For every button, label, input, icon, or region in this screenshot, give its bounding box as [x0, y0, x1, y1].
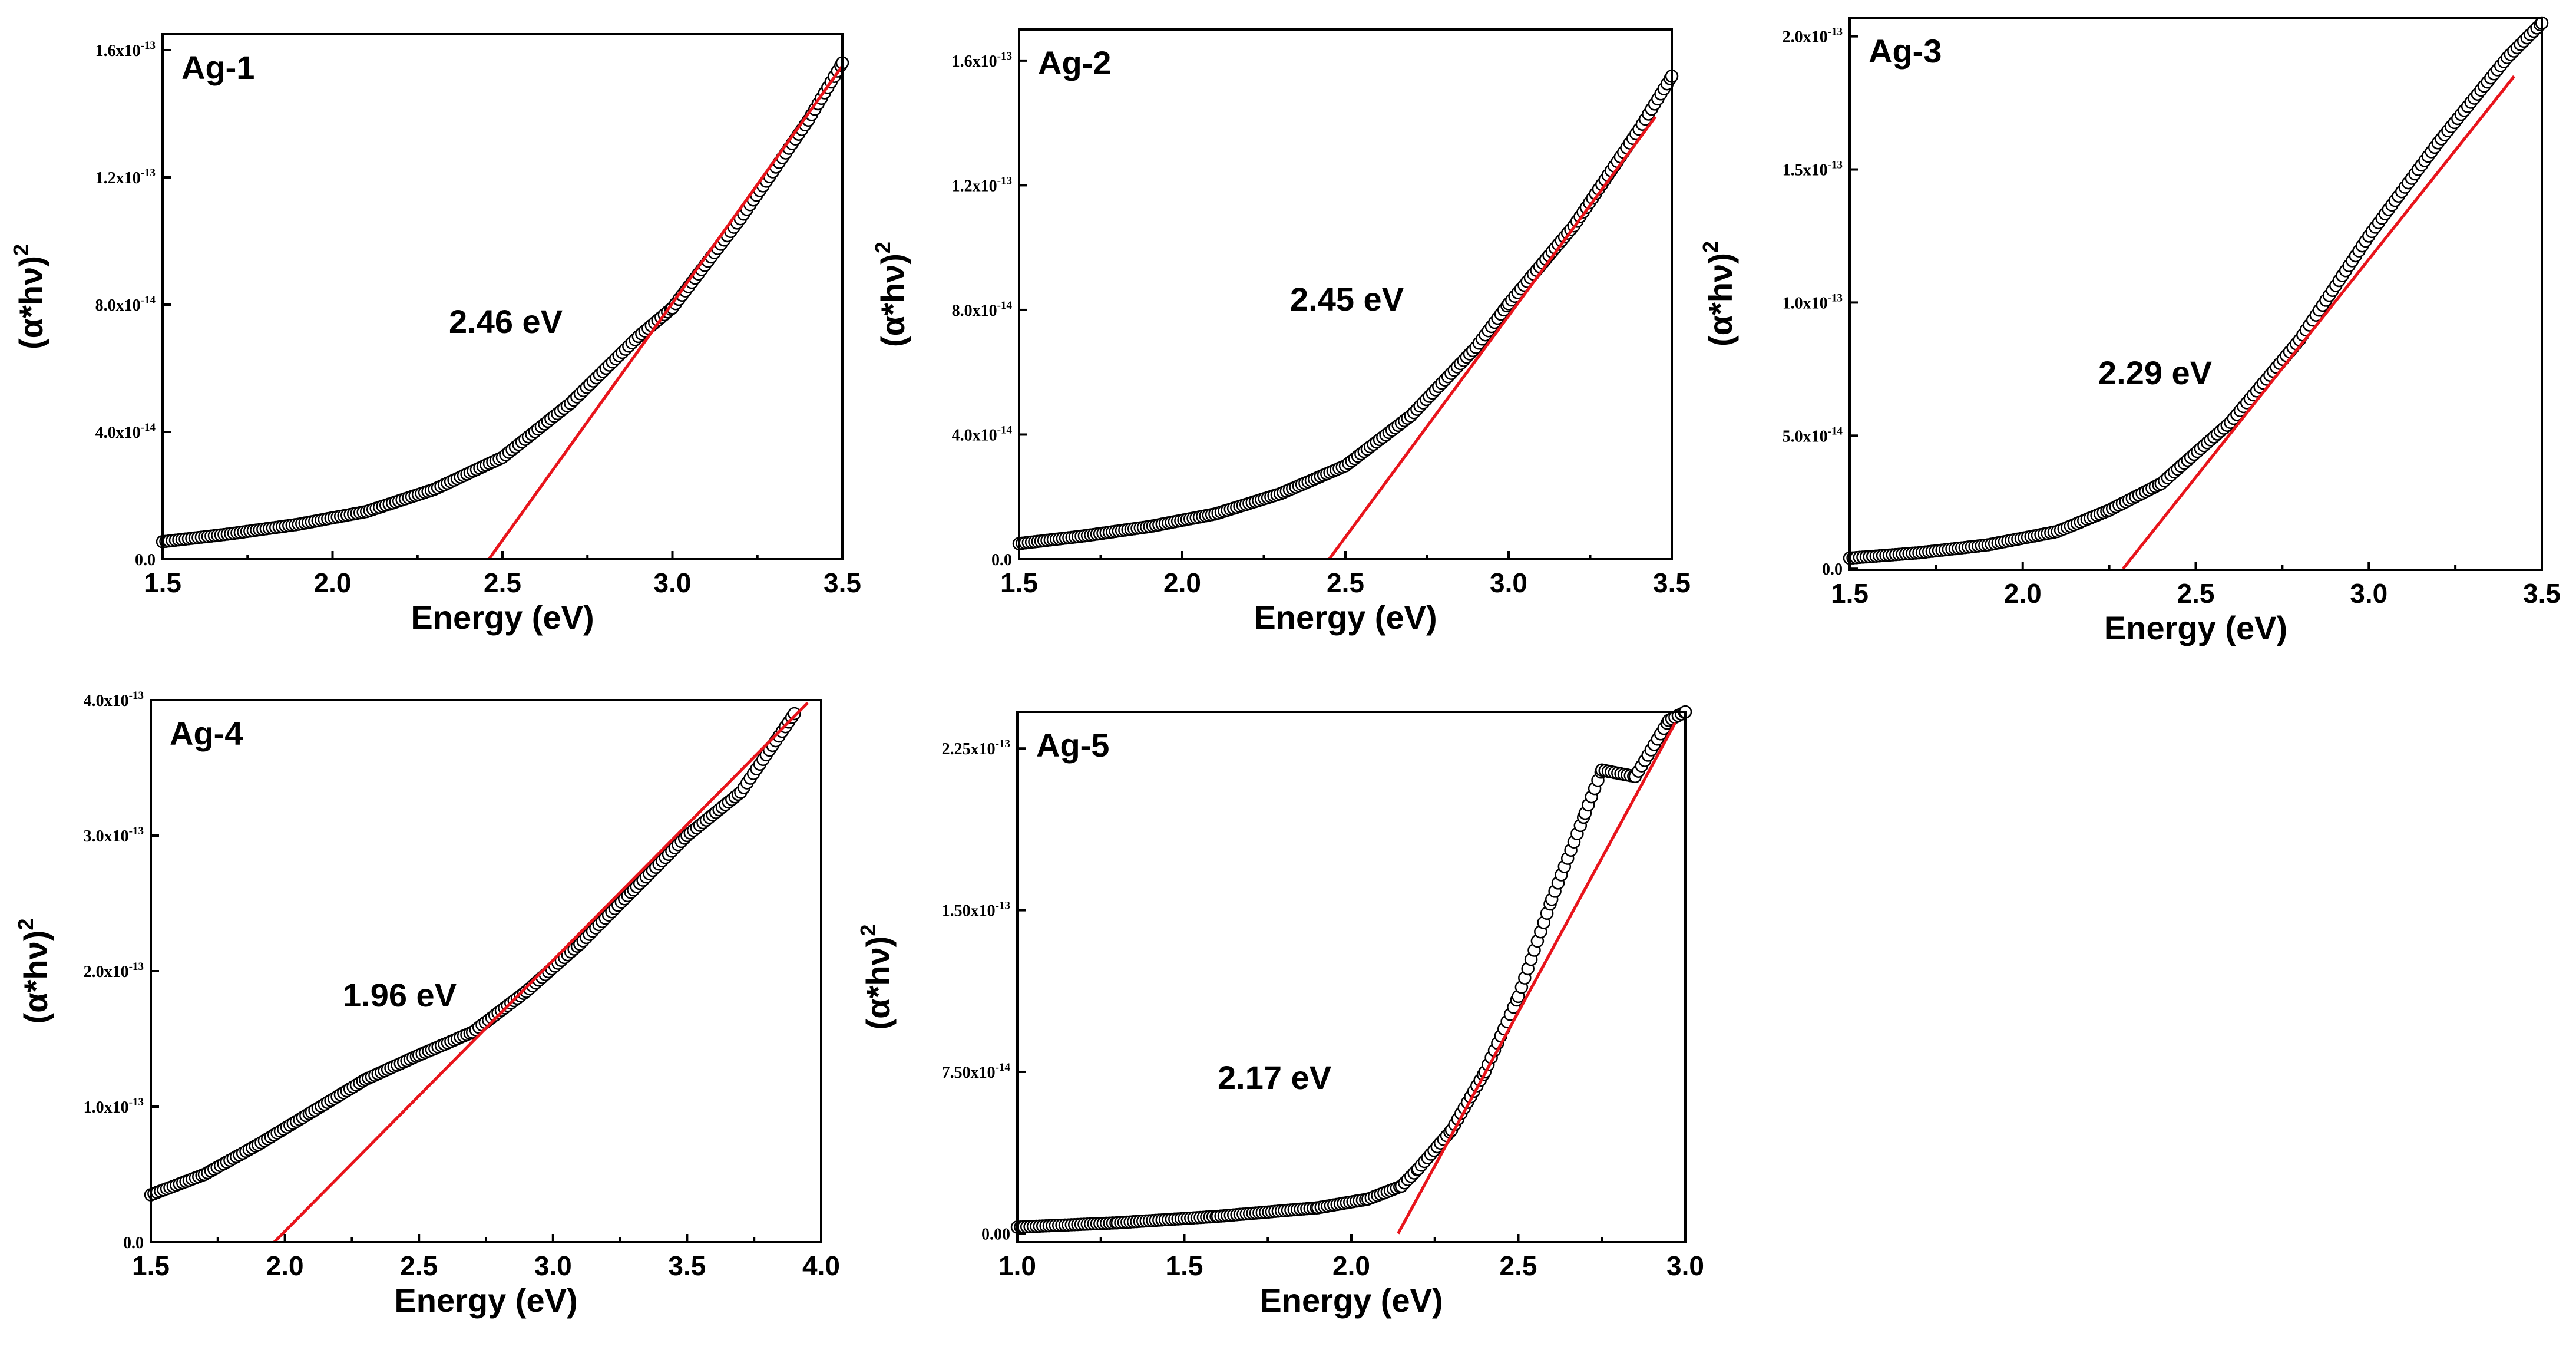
- x-tick-label: 1.0: [998, 1250, 1036, 1281]
- y-axis-title: (α*hν)2: [9, 244, 49, 349]
- x-axis-title: Energy (eV): [411, 599, 594, 636]
- x-tick-label: 1.5: [132, 1250, 170, 1281]
- x-tick-label: 1.5: [1166, 1250, 1203, 1281]
- y-axis-title: (α*hν)2: [14, 919, 54, 1024]
- panel-label: Ag-5: [1036, 727, 1109, 764]
- x-tick-label: 3.0: [2350, 578, 2387, 609]
- plot-frame: [1848, 16, 2543, 571]
- x-tick-label: 4.0: [802, 1250, 840, 1281]
- band-gap-annotation: 2.45 eV: [1290, 280, 1404, 318]
- x-tick-label: 3.5: [1653, 567, 1691, 598]
- x-axis-title: Energy (eV): [1254, 599, 1437, 636]
- x-tick-label: 3.0: [534, 1250, 572, 1281]
- y-tick-label: 1.50x10-13: [942, 900, 1010, 920]
- y-tick-label: 1.2x10-13: [952, 174, 1012, 195]
- x-tick-label: 3.0: [1490, 567, 1527, 598]
- x-tick-label: 2.0: [314, 567, 352, 598]
- x-tick-label: 1.5: [144, 567, 181, 598]
- y-tick-label: 0.0: [991, 551, 1012, 569]
- fit-line: [2122, 75, 2515, 570]
- y-tick-label: 0.0: [123, 1234, 144, 1252]
- band-gap-annotation: 2.29 eV: [2098, 354, 2212, 391]
- x-tick-label: 3.5: [2523, 578, 2561, 609]
- panel-ag-1: 1.5 2.0 2.5 3.0 3.5 0.0 4.0x10-14 8.0x10-14 1.2x…: [9, 33, 861, 636]
- y-tick-label: 1.5x10-13: [1783, 159, 1843, 180]
- x-tick-label: 3.0: [1666, 1250, 1704, 1281]
- x-axis-title: Energy (eV): [2104, 609, 2287, 646]
- y-tick-label: 2.25x10-13: [942, 738, 1010, 758]
- fit-line: [1397, 722, 1677, 1235]
- y-axis-title: (α*hν)2: [1698, 241, 1739, 346]
- y-tick-label: 0.0: [1822, 560, 1843, 579]
- x-tick-label: 2.5: [484, 567, 521, 598]
- x-axis-title: Energy (eV): [1259, 1282, 1443, 1319]
- x-tick-label: 2.5: [2177, 578, 2215, 609]
- panel-ag-3: 1.5 2.0 2.5 3.0 3.5 0.0 5.0x10-14 1.0x10-13 1.5x…: [1698, 16, 2561, 646]
- y-tick-label: 1.2x10-13: [95, 167, 156, 187]
- x-tick-label: 2.5: [1500, 1250, 1537, 1281]
- x-tick-label: 2.0: [2004, 578, 2042, 609]
- plot-frame: [150, 699, 822, 1243]
- y-tick-label: 1.6x10-13: [95, 39, 156, 60]
- panel-label: Ag-1: [181, 49, 254, 86]
- y-tick-label: 1.6x10-13: [952, 50, 1012, 71]
- y-tick-label: 5.0x10-14: [1783, 425, 1843, 446]
- x-axis-title: Energy (eV): [394, 1282, 577, 1319]
- x-tick-label: 2.0: [1163, 567, 1201, 598]
- x-tick-label: 2.5: [400, 1250, 438, 1281]
- panel-label: Ag-3: [1869, 32, 1942, 70]
- x-tick-label: 3.5: [824, 567, 861, 598]
- band-gap-annotation: 2.17 eV: [1218, 1059, 1331, 1096]
- band-gap-annotation: 1.96 eV: [343, 976, 457, 1014]
- y-tick-label: 1.0x10-13: [1783, 292, 1843, 312]
- plot-frame: [1016, 711, 1687, 1243]
- fit-line: [273, 701, 809, 1243]
- panel-ag-4: 1.5 2.0 2.5 3.0 3.5 4.0 0.0 1.0x10-13 2.0x10-13 3…: [14, 689, 840, 1319]
- band-gap-annotation: 2.46 eV: [449, 303, 563, 340]
- y-tick-label: 2.0x10-13: [84, 961, 144, 981]
- y-tick-label: 8.0x10-14: [95, 294, 156, 315]
- x-tick-label: 1.5: [1831, 578, 1869, 609]
- y-tick-label: 0.00: [981, 1225, 1010, 1243]
- y-tick-label: 4.0x10-14: [952, 424, 1013, 444]
- panel-ag-2: 1.5 2.0 2.5 3.0 3.5 0.0 4.0x10-14 8.0x10-14 1.2x…: [871, 28, 1691, 636]
- fit-line: [1328, 116, 1657, 560]
- y-tick-label: 1.0x10-13: [84, 1096, 144, 1117]
- y-tick-label: 7.50x10-14: [942, 1061, 1011, 1082]
- panel-ag-5: 1.0 1.5 2.0 2.5 3.0 0.00 7.50x10-14 1.50x10-13 2…: [856, 705, 1704, 1319]
- x-tick-label: 2.0: [1332, 1250, 1370, 1281]
- panel-label: Ag-4: [170, 715, 243, 752]
- fit-line: [487, 65, 844, 560]
- panel-label: Ag-2: [1038, 44, 1111, 81]
- y-tick-label: 4.0x10-14: [95, 421, 156, 442]
- y-tick-label: 8.0x10-14: [952, 299, 1013, 320]
- y-tick-label: 4.0x10-13: [84, 689, 144, 710]
- x-tick-label: 1.5: [1000, 567, 1038, 598]
- plot-frame: [161, 33, 844, 560]
- y-tick-label: 2.0x10-13: [1783, 26, 1843, 47]
- y-tick-label: 0.0: [135, 551, 156, 569]
- y-axis-title: (α*hν)2: [856, 925, 897, 1030]
- x-tick-label: 2.5: [1327, 567, 1364, 598]
- x-tick-label: 2.0: [266, 1250, 304, 1281]
- x-tick-label: 3.5: [668, 1250, 706, 1281]
- y-axis-title: (α*hν)2: [871, 242, 911, 347]
- x-tick-label: 3.0: [654, 567, 692, 598]
- data-point: [788, 707, 801, 721]
- y-tick-label: 3.0x10-13: [84, 825, 144, 846]
